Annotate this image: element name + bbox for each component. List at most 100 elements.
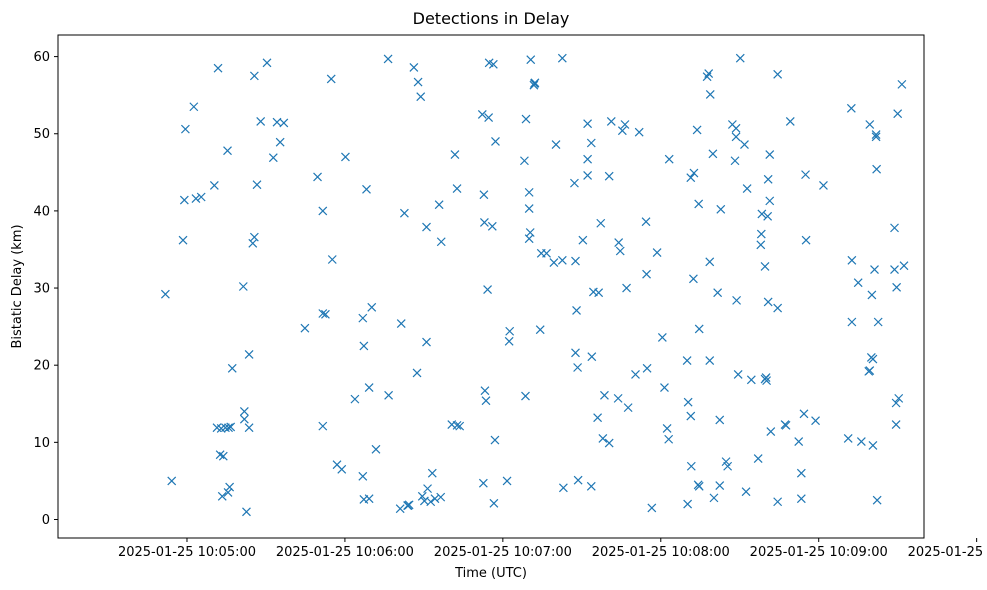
data-point: [596, 218, 606, 228]
data-point: [688, 274, 698, 284]
data-point: [642, 363, 652, 373]
data-point: [732, 295, 742, 305]
data-point: [483, 285, 493, 295]
chart-title: Detections in Delay: [413, 9, 570, 28]
data-point: [520, 156, 529, 166]
data-point: [427, 468, 437, 478]
data-point: [716, 204, 726, 214]
data-point: [225, 482, 235, 492]
data-point: [318, 309, 328, 318]
data-point: [484, 113, 494, 122]
data-point: [423, 484, 432, 494]
data-point: [785, 116, 795, 126]
data-point: [413, 77, 423, 87]
data-point: [847, 255, 857, 265]
data-point: [341, 152, 350, 162]
y-tick-label: 30: [33, 282, 50, 297]
data-point: [641, 217, 651, 227]
data-point: [773, 303, 783, 313]
data-point: [223, 488, 233, 497]
data-point: [217, 491, 227, 501]
data-point: [256, 116, 266, 126]
data-point: [487, 221, 497, 231]
data-point: [452, 184, 462, 193]
data-point: [160, 289, 170, 299]
data-point: [572, 305, 581, 315]
data-point: [481, 396, 491, 406]
data-point: [819, 181, 828, 190]
data-point: [524, 204, 534, 214]
x-tick-label: 2025-01-25 10:07:00: [434, 545, 572, 560]
data-point: [238, 282, 248, 291]
data-point: [853, 278, 863, 288]
data-point: [252, 180, 262, 190]
data-point: [434, 200, 444, 210]
data-point: [683, 499, 693, 509]
data-point: [412, 368, 422, 378]
data-point: [557, 255, 567, 265]
data-point: [226, 422, 236, 432]
data-point: [521, 114, 531, 124]
data-point: [409, 62, 419, 72]
data-point: [227, 363, 237, 373]
data-point: [694, 324, 704, 334]
y-tick-label: 0: [42, 513, 50, 528]
data-point: [383, 54, 393, 64]
data-point: [763, 174, 773, 184]
data-point: [871, 132, 881, 142]
data-point: [371, 444, 381, 454]
y-tick-label: 40: [33, 204, 50, 219]
data-point: [587, 352, 597, 362]
x-axis-label: Time (UTC): [454, 566, 527, 581]
x-tick-label: 2025-01-25 10:08:00: [592, 545, 730, 560]
data-point: [196, 192, 206, 202]
data-point: [504, 336, 514, 346]
data-point: [614, 238, 624, 247]
data-point: [704, 69, 714, 78]
data-point: [488, 59, 498, 69]
data-point: [756, 229, 766, 239]
data-point: [873, 317, 883, 327]
data-point: [872, 164, 882, 174]
data-point: [525, 228, 535, 237]
data-point: [899, 261, 909, 271]
data-point: [249, 232, 259, 242]
data-point: [318, 206, 328, 216]
data-point: [594, 288, 604, 298]
data-point: [327, 255, 337, 264]
data-point: [502, 476, 512, 486]
data-point: [578, 235, 588, 245]
data-point: [358, 471, 368, 481]
data-point: [313, 172, 322, 182]
data-point: [694, 481, 704, 491]
data-point: [781, 420, 791, 430]
data-point: [686, 411, 696, 421]
data-point: [573, 475, 583, 485]
data-point: [731, 132, 741, 142]
data-point: [753, 454, 763, 463]
data-point: [558, 483, 568, 493]
data-point: [794, 437, 804, 446]
data-point: [686, 173, 696, 183]
data-point: [384, 390, 394, 400]
data-point: [598, 434, 608, 443]
data-point: [321, 309, 330, 319]
data-point: [760, 262, 770, 271]
data-point: [868, 440, 878, 450]
data-point: [191, 194, 201, 203]
data-point: [872, 495, 882, 505]
data-point: [359, 341, 369, 351]
data-point: [218, 451, 228, 461]
data-point: [647, 503, 657, 513]
data-point: [730, 156, 740, 166]
data-point: [362, 184, 371, 194]
data-point: [350, 394, 360, 404]
data-point: [890, 223, 899, 233]
data-point: [491, 137, 500, 146]
x-tick-label: 2025-01-25 10:06:00: [276, 545, 414, 560]
data-point: [631, 370, 640, 379]
data-point: [358, 313, 368, 323]
data-point: [761, 373, 771, 382]
